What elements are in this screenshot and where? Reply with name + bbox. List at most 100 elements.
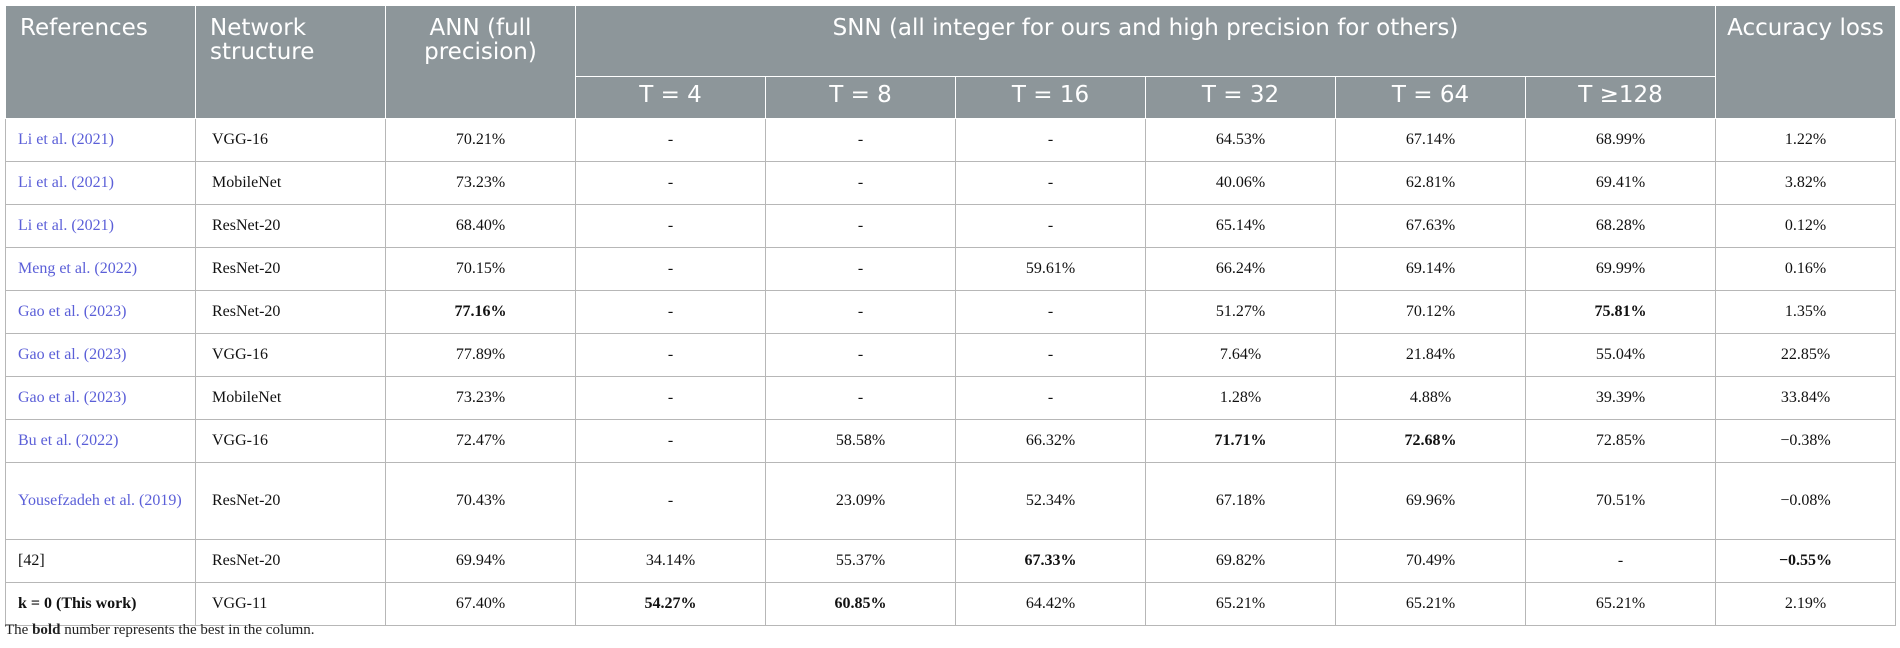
t128-cell: 68.99% (1525, 118, 1716, 162)
t32-cell: 1.28% (1145, 376, 1336, 420)
t32-cell: 65.21% (1145, 582, 1336, 626)
t8-cell: 23.09% (765, 462, 956, 540)
t64-cell: 69.14% (1335, 247, 1526, 291)
ann-cell: 73.23% (385, 161, 576, 205)
t8-cell: - (765, 247, 956, 291)
t8-cell: - (765, 290, 956, 334)
t64-cell: 70.12% (1335, 290, 1526, 334)
t4-cell: - (575, 376, 766, 420)
reference-link[interactable]: Yousefzadeh et al. (2019) (5, 462, 196, 540)
network-cell: ResNet-20 (195, 290, 386, 334)
loss-cell: 2.19% (1715, 582, 1896, 626)
t16-cell: - (955, 204, 1146, 248)
header-t32: T = 32 (1145, 76, 1336, 119)
reference-link[interactable]: Li et al. (2021) (5, 118, 196, 162)
t128-cell: 75.81% (1525, 290, 1716, 334)
reference-link[interactable]: Gao et al. (2023) (5, 376, 196, 420)
reference-link[interactable]: Li et al. (2021) (5, 204, 196, 248)
t4-cell: 54.27% (575, 582, 766, 626)
table-row: Yousefzadeh et al. (2019) ResNet-20 70.4… (5, 462, 1896, 540)
t64-cell: 67.14% (1335, 118, 1526, 162)
ann-cell: 68.40% (385, 204, 576, 248)
t8-cell: - (765, 204, 956, 248)
table-row: [42] ResNet-20 69.94% 34.14% 55.37% 67.3… (5, 539, 1896, 583)
t128-cell: 55.04% (1525, 333, 1716, 377)
t64-cell: 65.21% (1335, 582, 1526, 626)
table-row: Bu et al. (2022) VGG-16 72.47% - 58.58% … (5, 419, 1896, 463)
t64-cell: 72.68% (1335, 419, 1526, 463)
loss-cell: 3.82% (1715, 161, 1896, 205)
t16-cell: - (955, 376, 1146, 420)
loss-cell: −0.55% (1715, 539, 1896, 583)
t64-cell: 70.49% (1335, 539, 1526, 583)
t32-cell: 69.82% (1145, 539, 1336, 583)
table-row: k = 0 (This work) VGG-11 67.40% 54.27% 6… (5, 582, 1896, 626)
t16-cell: 64.42% (955, 582, 1146, 626)
reference-link[interactable]: Li et al. (2021) (5, 161, 196, 205)
t128-cell: 69.99% (1525, 247, 1716, 291)
t16-cell: 59.61% (955, 247, 1146, 291)
ann-cell: 72.47% (385, 419, 576, 463)
t32-cell: 71.71% (1145, 419, 1336, 463)
t4-cell: - (575, 118, 766, 162)
network-cell: ResNet-20 (195, 247, 386, 291)
t8-cell: 60.85% (765, 582, 956, 626)
ann-cell: 73.23% (385, 376, 576, 420)
t16-cell: - (955, 161, 1146, 205)
loss-cell: 33.84% (1715, 376, 1896, 420)
ann-cell: 70.43% (385, 462, 576, 540)
network-cell: ResNet-20 (195, 539, 386, 583)
t4-cell: - (575, 204, 766, 248)
loss-cell: 0.12% (1715, 204, 1896, 248)
table-row: Li et al. (2021) VGG-16 70.21% - - - 64.… (5, 118, 1896, 162)
t64-cell: 67.63% (1335, 204, 1526, 248)
loss-cell: 22.85% (1715, 333, 1896, 377)
t32-cell: 51.27% (1145, 290, 1336, 334)
ann-cell: 69.94% (385, 539, 576, 583)
reference-this-work: k = 0 (This work) (5, 582, 196, 626)
header-references: References (5, 5, 196, 119)
t64-cell: 21.84% (1335, 333, 1526, 377)
t16-cell: 66.32% (955, 419, 1146, 463)
t8-cell: 58.58% (765, 419, 956, 463)
t4-cell: 34.14% (575, 539, 766, 583)
t128-cell: 70.51% (1525, 462, 1716, 540)
loss-cell: 1.22% (1715, 118, 1896, 162)
header-network-structure: Network structure (195, 5, 386, 119)
t4-cell: - (575, 247, 766, 291)
t64-cell: 69.96% (1335, 462, 1526, 540)
reference-link[interactable]: Gao et al. (2023) (5, 290, 196, 334)
header-accuracy-loss: Accuracy loss (1715, 5, 1896, 119)
reference-link[interactable]: Meng et al. (2022) (5, 247, 196, 291)
table-row: Meng et al. (2022) ResNet-20 70.15% - - … (5, 247, 1896, 291)
header-t16: T = 16 (955, 76, 1146, 119)
t16-cell: - (955, 333, 1146, 377)
t64-cell: 62.81% (1335, 161, 1526, 205)
t16-cell: - (955, 118, 1146, 162)
t128-cell: 39.39% (1525, 376, 1716, 420)
reference-link[interactable]: Bu et al. (2022) (5, 419, 196, 463)
table-row: Gao et al. (2023) VGG-16 77.89% - - - 7.… (5, 333, 1896, 377)
t4-cell: - (575, 419, 766, 463)
table-row: Li et al. (2021) ResNet-20 68.40% - - - … (5, 204, 1896, 248)
ann-cell: 67.40% (385, 582, 576, 626)
table-row: Gao et al. (2023) MobileNet 73.23% - - -… (5, 376, 1896, 420)
t16-cell: 52.34% (955, 462, 1146, 540)
table-row: Gao et al. (2023) ResNet-20 77.16% - - -… (5, 290, 1896, 334)
t128-cell: 69.41% (1525, 161, 1716, 205)
footnote-bold: bold (32, 622, 61, 638)
header-ann: ANN (full precision) (385, 5, 576, 119)
t128-cell: 68.28% (1525, 204, 1716, 248)
t4-cell: - (575, 161, 766, 205)
network-cell: VGG-16 (195, 118, 386, 162)
ann-cell: 70.21% (385, 118, 576, 162)
network-cell: VGG-11 (195, 582, 386, 626)
t8-cell: - (765, 376, 956, 420)
header-t64: T = 64 (1335, 76, 1526, 119)
network-cell: MobileNet (195, 161, 386, 205)
reference-link[interactable]: Gao et al. (2023) (5, 333, 196, 377)
results-table: References Network structure ANN (full p… (5, 5, 1896, 626)
footnote-post: number represents the best in the column… (60, 622, 315, 638)
loss-cell: 0.16% (1715, 247, 1896, 291)
t32-cell: 40.06% (1145, 161, 1336, 205)
